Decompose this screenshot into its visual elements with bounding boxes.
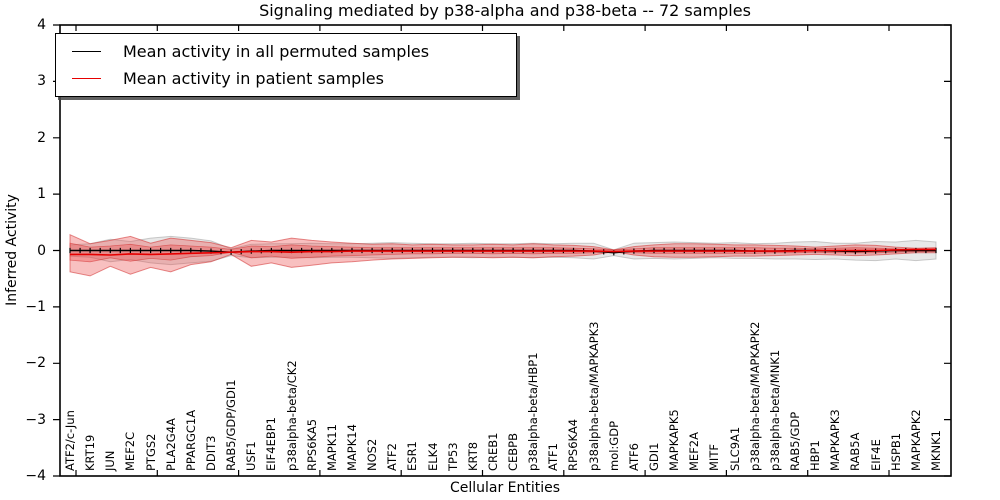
- x-tick-label: MAPKAPK3: [828, 409, 843, 471]
- x-tick-label: MAPKAPK5: [667, 409, 682, 471]
- x-tick-label: RAB5/GDP: [788, 411, 803, 471]
- x-tick-label: p38alpha-beta/HBP1: [526, 352, 541, 471]
- x-tick-label: RAB5A: [848, 432, 863, 471]
- x-tick-label: EIF4E: [868, 439, 883, 471]
- legend-entry-permuted: Mean activity in all permuted samples: [56, 42, 516, 61]
- x-tick-label: PPARGC1A: [183, 409, 198, 471]
- x-axis-title: Cellular Entities: [449, 480, 561, 496]
- x-tick-label: p38alpha-beta/MNK1: [767, 349, 782, 471]
- x-tick-label: KRT8: [465, 441, 480, 471]
- x-tick-label: MAPKAPK2: [908, 409, 923, 471]
- x-tick-label: MKNK1: [929, 430, 943, 471]
- x-tick-label: MITF: [707, 444, 722, 471]
- x-tick-label: p38alpha-beta/MAPKAPK2: [747, 321, 762, 472]
- x-tick-label: ATF1: [546, 443, 561, 471]
- x-tick-label: ATF2/c-Jun: [63, 410, 77, 471]
- x-tick-label: CREB1: [485, 432, 500, 472]
- x-tick-label: USF1: [244, 441, 259, 471]
- x-tick-label: JUN: [103, 450, 118, 471]
- legend-patient-label: Mean activity in patient samples: [123, 69, 384, 88]
- x-tick-label: DDIT3: [203, 435, 218, 471]
- y-tick-label: −3: [25, 411, 46, 428]
- legend-patient-line-icon: [72, 78, 101, 79]
- x-tick-label: p38alpha-beta/CK2: [284, 360, 299, 471]
- x-tick-label: ATF6: [626, 443, 641, 471]
- x-tick-label: ATF2: [385, 443, 400, 471]
- x-tick-label: p38alpha-beta/MAPKAPK3: [586, 321, 601, 472]
- x-tick-label: PTGS2: [143, 433, 158, 472]
- x-tick-label: CEBPB: [506, 432, 521, 471]
- y-tick-label: −2: [25, 355, 46, 372]
- x-tick-label: KRT19: [83, 434, 98, 471]
- x-tick-label: HSPB1: [888, 432, 903, 471]
- x-tick-label: ESR1: [405, 441, 420, 471]
- x-tick-label: TP53: [445, 442, 460, 471]
- legend-permuted-label: Mean activity in all permuted samples: [123, 42, 430, 61]
- x-tick-label: MAPK14: [344, 424, 359, 471]
- x-tick-label: RAB5/GDP/GDI1: [224, 379, 239, 471]
- x-tick-label: MAPK11: [324, 424, 339, 471]
- x-tick-label: RPS6KA5: [304, 418, 319, 471]
- patient-mean-line: [70, 248, 936, 256]
- legend-entry-patient: Mean activity in patient samples: [56, 69, 516, 88]
- y-tick-label: −1: [25, 298, 46, 315]
- x-tick-label: RPS6KA4: [566, 418, 581, 471]
- y-tick-label: 0: [37, 242, 46, 259]
- x-tick-label: MEF2A: [687, 432, 702, 471]
- x-tick-label: HBP1: [808, 440, 823, 471]
- x-tick-label: PLA2G4A: [163, 418, 178, 471]
- x-tick-label: mol:GDP: [606, 420, 621, 471]
- x-tick-label: EIF4EBP1: [264, 417, 279, 471]
- y-tick-label: 1: [37, 186, 46, 203]
- y-tick-label: 2: [37, 129, 46, 146]
- chart-title: Signaling mediated by p38-alpha and p38-…: [259, 1, 751, 20]
- axis-ticks: [53, 24, 951, 477]
- x-tick-label: MEF2C: [123, 431, 138, 471]
- x-tick-label: GDI1: [647, 442, 662, 471]
- x-tick-label: NOS2: [365, 438, 380, 471]
- legend: Mean activity in all permuted samples Me…: [55, 33, 517, 97]
- y-tick-label: 3: [37, 73, 46, 90]
- x-tick-label: ELK4: [425, 442, 440, 471]
- x-tick-label: SLC9A1: [727, 426, 742, 471]
- y-tick-label: −4: [25, 468, 46, 484]
- y-tick-label: 4: [37, 17, 46, 33]
- legend-permuted-line-icon: [72, 51, 101, 52]
